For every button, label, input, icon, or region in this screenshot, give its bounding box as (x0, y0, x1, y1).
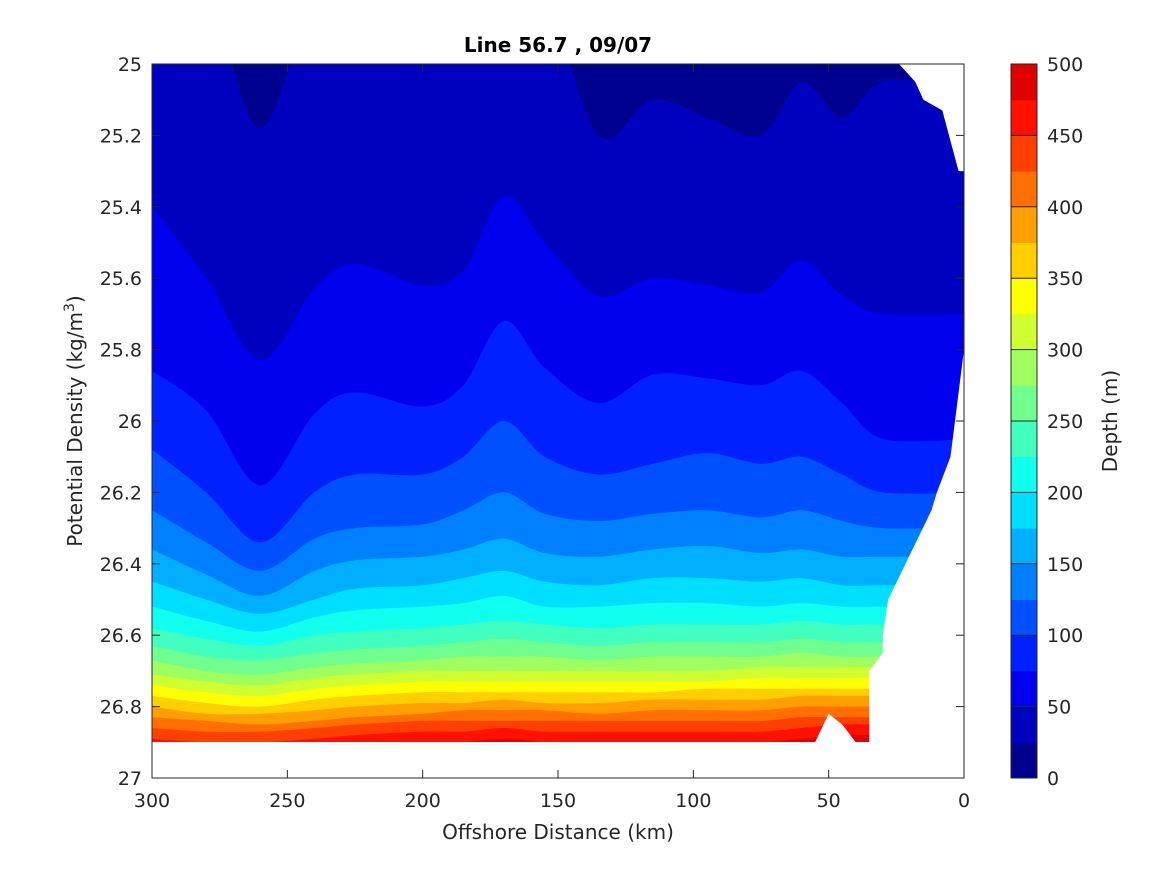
colorbar-swatch (1011, 421, 1037, 458)
colorbar-swatch (1011, 706, 1037, 743)
y-axis-label-main: Potential Density (kg/m (63, 312, 87, 547)
colorbar-swatch (1011, 99, 1037, 136)
colorbar: 0 50 100 150 200 250 300 350 400 450 500 (1010, 54, 1083, 790)
colorbar-swatch (1011, 635, 1037, 672)
colorbar-tick-label: 350 (1047, 268, 1083, 290)
y-tick-label: 26.4 (100, 554, 142, 576)
colorbar-tick-label: 150 (1047, 554, 1083, 576)
y-tick-label: 25.2 (100, 125, 142, 147)
colorbar-swatch (1011, 670, 1037, 708)
colorbar-tick-label: 300 (1047, 340, 1083, 362)
colorbar-swatch (1011, 242, 1037, 279)
y-tick-label: 25.6 (100, 268, 142, 290)
x-tick-label: 150 (540, 790, 576, 812)
x-tick-label: 100 (675, 790, 711, 812)
y-tick-label: 26 (118, 411, 142, 433)
colorbar-tick-label: 200 (1047, 482, 1083, 504)
chart-title: Line 56.7 , 09/07 (464, 33, 652, 57)
colorbar-swatch (1011, 135, 1037, 172)
colorbar-swatch (1011, 742, 1037, 779)
colorbar-swatch (1011, 349, 1037, 386)
band-450 (152, 724, 964, 743)
y-tick-label: 25.8 (100, 340, 142, 362)
y-axis-label: Potential Density (kg/m3) (62, 295, 87, 546)
y-tick-label: 26.8 (100, 697, 142, 719)
contour-bands (152, 64, 964, 754)
x-axis-label: Offshore Distance (km) (442, 820, 674, 844)
y-axis-label-suffix: ) (63, 295, 87, 303)
y-tick-label: 25.4 (100, 197, 142, 219)
colorbar-swatch (1011, 278, 1037, 315)
colorbar-swatch (1011, 385, 1037, 422)
y-tick-label: 27 (118, 768, 142, 790)
colorbar-swatch (1011, 599, 1037, 636)
colorbar-swatch (1011, 528, 1037, 565)
colorbar-swatch (1011, 171, 1037, 208)
colorbar-swatch (1011, 313, 1037, 351)
colorbar-tick-label: 0 (1047, 768, 1059, 790)
x-tick-label: 50 (817, 790, 841, 812)
colorbar-swatch (1011, 456, 1037, 493)
y-axis-label-superscript: 3 (62, 303, 78, 312)
y-tick-label: 26.6 (100, 625, 142, 647)
colorbar-swatch (1011, 563, 1037, 600)
no-data-region (815, 64, 964, 778)
colorbar-tick-label: 400 (1047, 197, 1083, 219)
x-axis: 300 250 200 150 100 50 0 (134, 64, 970, 812)
y-tick-label: 25 (118, 54, 142, 76)
x-tick-label: 200 (405, 790, 441, 812)
x-tick-label: 0 (958, 790, 970, 812)
y-axis: 25 25.2 25.4 25.6 25.8 26 26.2 26.4 26.6 26.8 27 (100, 54, 964, 790)
colorbar-tick-label: 250 (1047, 411, 1083, 433)
plot-area (152, 64, 964, 778)
colorbar-tick-label: 50 (1047, 697, 1071, 719)
x-tick-label: 250 (269, 790, 305, 812)
colorbar-tick-label: 100 (1047, 625, 1083, 647)
colorbar-tick-label: 450 (1047, 125, 1083, 147)
colorbar-swatch (1011, 492, 1037, 529)
x-tick-label: 300 (134, 790, 170, 812)
colorbar-swatch (1011, 64, 1037, 101)
colorbar-label: Depth (m) (1098, 370, 1122, 472)
y-tick-label: 26.2 (100, 482, 142, 504)
colorbar-tick-label: 500 (1047, 54, 1083, 76)
colorbar-swatch (1011, 206, 1037, 243)
